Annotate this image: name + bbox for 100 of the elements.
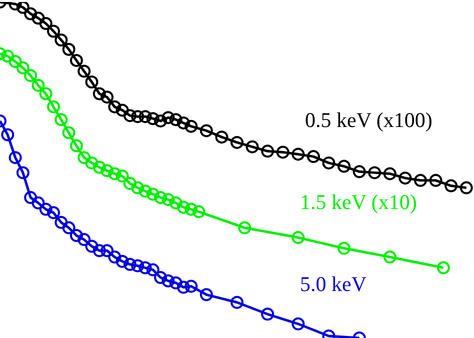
point: [169, 196, 182, 210]
point: [32, 78, 45, 92]
point: [39, 202, 52, 216]
point: [146, 188, 160, 201]
point: [92, 244, 106, 258]
point: [146, 263, 160, 276]
point: [154, 271, 168, 284]
point: [154, 114, 168, 128]
point: [444, 179, 458, 192]
point: [54, 216, 68, 229]
point: [238, 221, 252, 234]
point: [131, 110, 144, 124]
point: [215, 130, 228, 144]
point: [78, 64, 91, 78]
point: [116, 104, 129, 117]
point: [184, 280, 198, 293]
point: [1, 128, 14, 142]
point: [322, 156, 336, 170]
point: [100, 164, 114, 178]
point: [306, 150, 320, 164]
point: [169, 113, 182, 126]
point: [1, 50, 14, 63]
point: [338, 242, 351, 255]
point: [176, 200, 190, 214]
point: [246, 140, 259, 154]
point: [32, 196, 45, 210]
point: [47, 24, 60, 38]
point: [16, 61, 30, 74]
point: [123, 176, 136, 190]
point: [70, 54, 83, 67]
point: [383, 250, 396, 264]
point: [62, 126, 76, 140]
point: [138, 110, 152, 124]
point: [460, 181, 473, 194]
point: [146, 112, 160, 126]
point: [169, 276, 182, 290]
point: [70, 229, 83, 242]
point: [54, 113, 68, 126]
point: [8, 54, 22, 68]
point: [429, 174, 442, 187]
point: [138, 261, 152, 274]
point: [176, 280, 190, 294]
point: [16, 2, 30, 14]
point: [123, 109, 136, 122]
point: [261, 144, 274, 158]
point: [78, 151, 91, 164]
point: [16, 166, 30, 180]
point: [292, 317, 305, 330]
point: [138, 184, 152, 198]
point: [154, 191, 168, 204]
point: [276, 146, 290, 159]
series-label: 5.0 keV: [300, 272, 366, 297]
point: [70, 139, 83, 152]
point: [368, 166, 382, 180]
point: [230, 136, 244, 149]
point: [414, 174, 427, 187]
point: [338, 160, 351, 173]
point: [116, 254, 129, 268]
point: [200, 288, 213, 302]
point: [24, 7, 38, 20]
point: [39, 87, 52, 100]
series-label: 1.5 keV (x10): [300, 190, 417, 215]
point: [39, 17, 52, 30]
point: [184, 120, 198, 133]
point: [436, 261, 450, 274]
point: [108, 250, 122, 264]
point: [108, 100, 122, 114]
point: [8, 151, 22, 164]
point: [116, 170, 129, 183]
point: [62, 221, 76, 234]
point: [85, 240, 98, 253]
point: [162, 193, 175, 206]
point: [47, 100, 60, 114]
point: [200, 124, 213, 138]
point: [292, 231, 305, 244]
point: [123, 258, 136, 271]
point: [261, 308, 274, 321]
point: [78, 233, 91, 246]
point: [162, 111, 175, 124]
point: [100, 244, 114, 258]
point: [398, 172, 412, 185]
point: [54, 33, 68, 46]
series-label: 0.5 keV (x100): [305, 108, 432, 133]
point: [192, 205, 206, 218]
point: [47, 206, 60, 220]
point: [62, 42, 76, 56]
point: [162, 274, 175, 288]
point: [92, 160, 106, 174]
point: [230, 296, 244, 309]
point: [92, 87, 106, 100]
point: [292, 148, 305, 161]
point: [24, 191, 38, 204]
point: [131, 181, 144, 194]
point: [108, 167, 122, 180]
point: [184, 202, 198, 216]
point: [131, 259, 144, 272]
point: [24, 69, 38, 82]
point: [85, 75, 98, 88]
point: [352, 165, 366, 178]
point: [383, 167, 396, 180]
